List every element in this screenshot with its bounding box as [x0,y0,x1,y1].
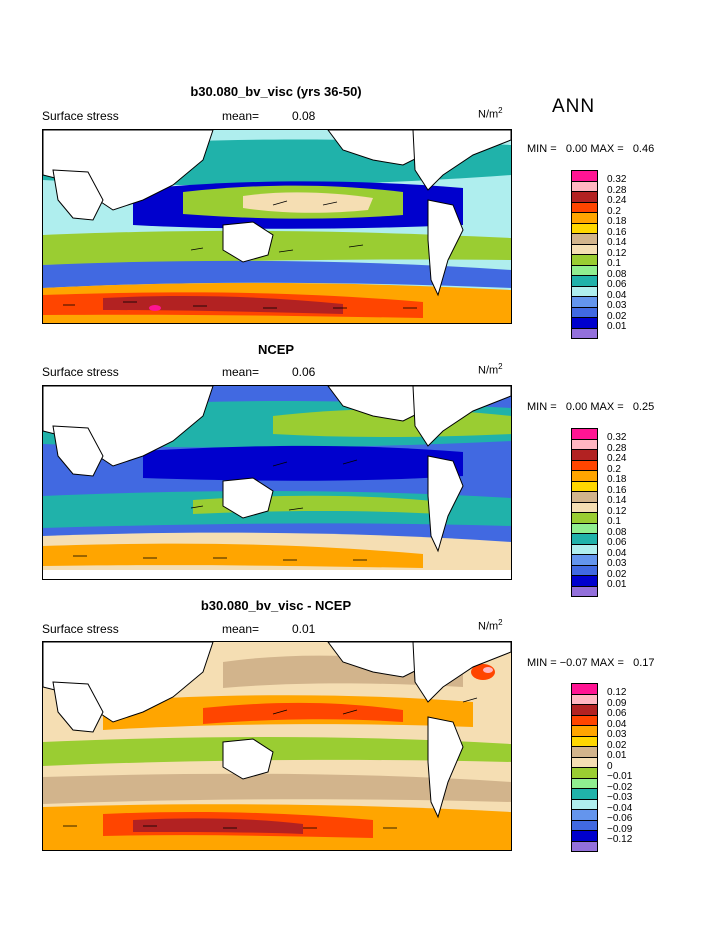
units-label: N/m2 [478,618,503,633]
units-label: N/m2 [478,106,503,121]
panel-title: b30.080_bv_visc (yrs 36-50) [190,84,362,99]
legend-label: 0.24 [607,453,627,464]
legend-label: −0.04 [607,802,633,814]
legend-label: 0.04 [607,289,627,301]
legend-swatch [571,840,598,852]
legend-label: −0.06 [607,813,633,824]
legend-label: 0.18 [607,216,627,227]
legend-label: −0.03 [607,792,633,803]
legend-label: 0.08 [607,268,627,280]
legend-label: 0.01 [607,321,627,332]
units-label: N/m2 [478,362,503,377]
map-graphic [43,642,511,850]
min-max-readout: MIN = −0.07 MAX = 0.17 [527,657,655,669]
legend-label: 0.18 [607,474,627,485]
field-label: Surface stress [42,622,119,636]
legend-label: 0.02 [607,568,627,580]
legend-label: 0.24 [607,195,627,206]
panel-title: b30.080_bv_visc - NCEP [200,598,352,613]
legend-label: 0.04 [607,718,627,730]
legend-label: 0.28 [607,442,627,454]
min-max-readout: MIN = 0.00 MAX = 0.46 [527,143,655,155]
legend-label: 0.16 [607,226,627,238]
legend-label: 0.12 [607,505,627,517]
stress-map [42,641,512,851]
legend-label: 0.28 [607,184,627,196]
legend-label: 0.32 [607,174,627,185]
panel-title: NCEP [257,342,295,357]
legend-swatch [571,327,598,339]
mean-label: mean= [222,109,260,123]
stress-map [42,385,512,580]
legend-label: 0.1 [607,516,621,527]
map-graphic [43,386,511,579]
legend-label: 0.2 [607,463,621,475]
season-label: ANN [552,96,596,117]
legend-label: −0.01 [607,771,633,782]
legend-label: 0.06 [607,708,627,719]
field-label: Surface stress [42,109,119,123]
legend-label: 0.02 [607,739,627,751]
legend-label: −0.12 [607,834,633,845]
legend-label: −0.09 [607,823,633,835]
legend-label: 0.2 [607,205,621,217]
legend-label: 0.01 [607,750,627,761]
legend-label: 0.09 [607,697,627,709]
legend-label: 0.12 [607,687,627,698]
stress-map [42,129,512,324]
legend-label: 0.03 [607,558,627,569]
mean-value: 0.01 [292,622,316,636]
legend-label: 0.32 [607,432,627,443]
legend-label: 0.03 [607,300,627,311]
legend-label: 0.02 [607,310,627,322]
field-label: Surface stress [42,365,119,379]
legend-swatch [571,585,598,597]
legend-label: 0.06 [607,537,627,548]
legend-label: 0.03 [607,729,627,740]
legend-label: 0.1 [607,258,621,269]
mean-value: 0.06 [292,365,316,379]
mean-label: mean= [222,622,260,636]
mean-label: mean= [222,365,260,379]
legend-label: 0.08 [607,526,627,538]
min-max-readout: MIN = 0.00 MAX = 0.25 [527,401,655,413]
legend-label: 0.04 [607,547,627,559]
legend-label: 0.06 [607,279,627,290]
legend-label: 0.12 [607,247,627,259]
legend-label: 0.14 [607,495,627,506]
legend-label: 0.01 [607,579,627,590]
legend-label: −0.02 [607,781,633,793]
legend-label: 0.14 [607,237,627,248]
map-graphic [43,130,511,323]
legend-label: 0.16 [607,484,627,496]
mean-value: 0.08 [292,109,316,123]
legend-label: 0 [607,760,613,772]
